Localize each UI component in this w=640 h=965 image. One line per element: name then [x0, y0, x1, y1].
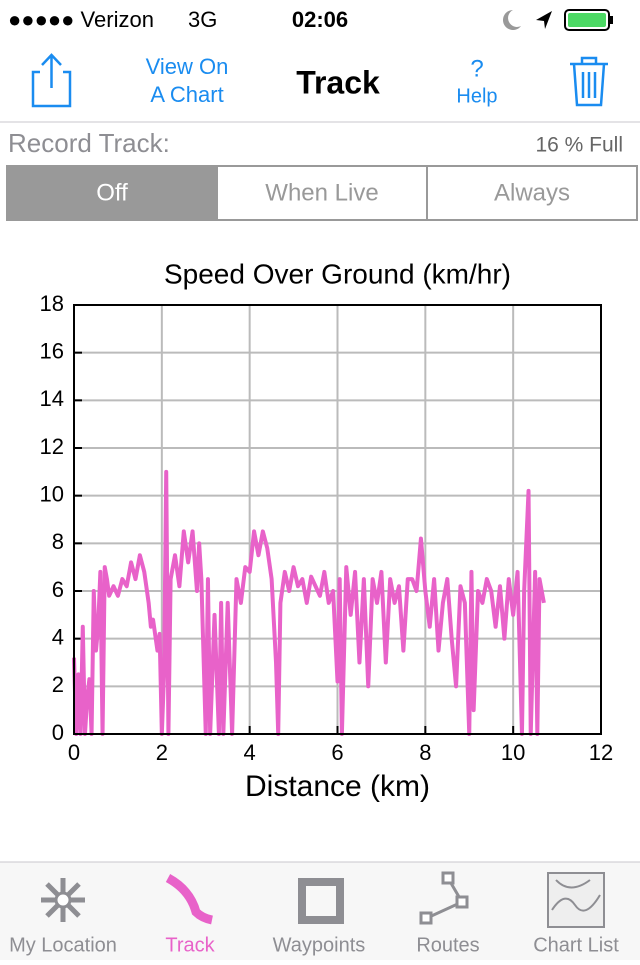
- x-tick-label: 10: [501, 740, 525, 765]
- x-tick-label: 12: [589, 740, 613, 765]
- chart: Speed Over Ground (km/hr) Distance (km) 0 2…: [40, 258, 614, 803]
- share-button[interactable]: [31, 53, 72, 108]
- view-on-chart[interactable]: View On: [146, 54, 229, 79]
- battery-level: [568, 13, 606, 27]
- segment-label[interactable]: When Live: [265, 179, 378, 206]
- routes-icon: [419, 871, 469, 925]
- y-tick-label: 14: [40, 386, 64, 411]
- waypoints-icon: [298, 878, 344, 924]
- x-axis-label: Distance (km): [245, 770, 430, 803]
- battery: [564, 9, 610, 31]
- help-icon[interactable]: ?: [470, 55, 483, 82]
- moon-icon: [503, 10, 521, 30]
- y-tick-label: 0: [52, 720, 64, 745]
- x-tick-label: 6: [331, 740, 343, 765]
- segment-label[interactable]: Off: [96, 179, 128, 206]
- speed-line: [72, 469, 546, 736]
- trash-button[interactable]: [570, 56, 608, 107]
- plot-frame: [73, 304, 602, 735]
- tab-label[interactable]: Waypoints: [273, 934, 366, 956]
- y-tick-label: 4: [52, 624, 64, 649]
- segmented-control: Off When Live Always: [6, 165, 638, 221]
- nav-title: Track: [296, 64, 380, 100]
- y-tick-label: 12: [40, 434, 64, 459]
- tab-label[interactable]: My Location: [9, 934, 117, 956]
- y-tick-label: 16: [40, 338, 64, 363]
- y-tick-label: 8: [52, 529, 64, 554]
- segment-label[interactable]: Always: [494, 179, 570, 206]
- track-icon: [165, 874, 213, 925]
- fullness: 16 % Full: [535, 134, 623, 157]
- segment[interactable]: [426, 165, 638, 221]
- carrier: ●●●●● Verizon: [8, 7, 154, 32]
- y-tick-label: 10: [40, 481, 64, 506]
- location-icon: [536, 11, 552, 29]
- x-tick-label: 0: [68, 740, 80, 765]
- tab-labels: My Location Track Waypoints Routes Chart Lis…: [9, 934, 619, 956]
- battery-tip: [610, 16, 613, 24]
- network: 3G: [188, 7, 217, 32]
- x-tick-label: 8: [419, 740, 431, 765]
- record-label: Record Track:: [8, 128, 170, 158]
- tab-label[interactable]: Track: [165, 934, 215, 956]
- chart-list-icon: [547, 872, 605, 928]
- clock: 02:06: [292, 7, 348, 32]
- y-tick-label: 6: [52, 577, 64, 602]
- tab-label[interactable]: Chart List: [533, 934, 619, 956]
- segment[interactable]: [6, 165, 218, 221]
- x-tick-label: 4: [244, 740, 256, 765]
- chart-title: Speed Over Ground (km/hr): [164, 258, 511, 289]
- help-button[interactable]: Help: [456, 85, 497, 107]
- my-location-icon: [41, 878, 85, 922]
- y-tick-label: 2: [52, 672, 64, 697]
- x-tick-label: 2: [156, 740, 168, 765]
- tab-label[interactable]: Routes: [416, 934, 479, 956]
- view-on-chart[interactable]: A Chart: [150, 82, 223, 107]
- y-tick-label: 18: [40, 291, 64, 316]
